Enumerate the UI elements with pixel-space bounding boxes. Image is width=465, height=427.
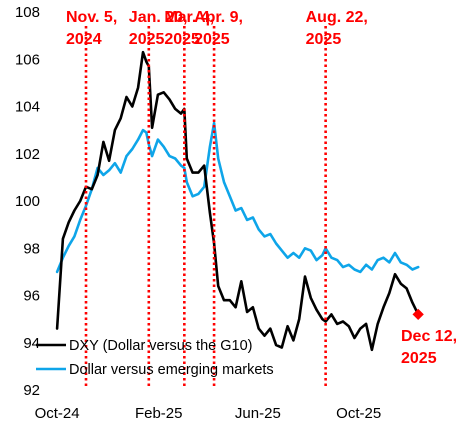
y-axis-tick-labels: 92 94 96 98 100 102 104 106 108	[15, 4, 40, 399]
y-tick-label: 92	[23, 382, 40, 399]
endpoint-marker	[412, 308, 424, 321]
event-label: Apr. 9,	[194, 9, 243, 26]
event-label: 2025	[164, 31, 200, 48]
legend-label: Dollar versus emerging markets	[69, 362, 274, 378]
y-tick-label: 102	[15, 146, 40, 163]
series-line-dxy	[55, 50, 420, 352]
event-label: 2025	[194, 31, 230, 48]
x-tick-label: Oct-25	[336, 405, 381, 422]
event-label: Nov. 5,	[66, 9, 117, 26]
y-tick-label: 94	[23, 335, 40, 352]
y-tick-label: 96	[23, 288, 40, 305]
endpoint-label: 2025	[401, 350, 437, 367]
y-tick-label: 106	[15, 51, 40, 68]
x-axis-tick-labels: Oct-24 Feb-25 Jun-25 Oct-25	[35, 405, 382, 422]
y-tick-label: 100	[15, 193, 40, 210]
y-tick-label: 108	[15, 4, 40, 21]
y-tick-label: 98	[23, 240, 40, 257]
event-label: 2024	[66, 31, 102, 48]
x-tick-label: Feb-25	[135, 405, 183, 422]
endpoint-label: Dec 12,	[401, 328, 457, 345]
x-tick-label: Oct-24	[35, 405, 80, 422]
x-tick-label: Jun-25	[235, 405, 281, 422]
event-label: Jan. 20,	[129, 9, 188, 26]
event-label: Mar. 4,	[164, 9, 214, 26]
legend-label: DXY (Dollar versus the G10)	[69, 338, 252, 354]
event-marker-labels: Nov. 5, 2024 Jan. 20, 2025 Mar. 4, 2025 Apr. 9…	[66, 9, 368, 48]
series-lines	[55, 50, 420, 352]
event-label: Aug. 22,	[306, 9, 368, 26]
series-line-emerging-markets	[55, 121, 420, 274]
event-label: 2025	[306, 31, 342, 48]
legend: DXY (Dollar versus the G10) Dollar versus…	[36, 338, 274, 378]
event-label: 2025	[129, 31, 165, 48]
y-tick-label: 104	[15, 99, 40, 116]
endpoint-annotation: Dec 12, 2025	[401, 308, 457, 367]
